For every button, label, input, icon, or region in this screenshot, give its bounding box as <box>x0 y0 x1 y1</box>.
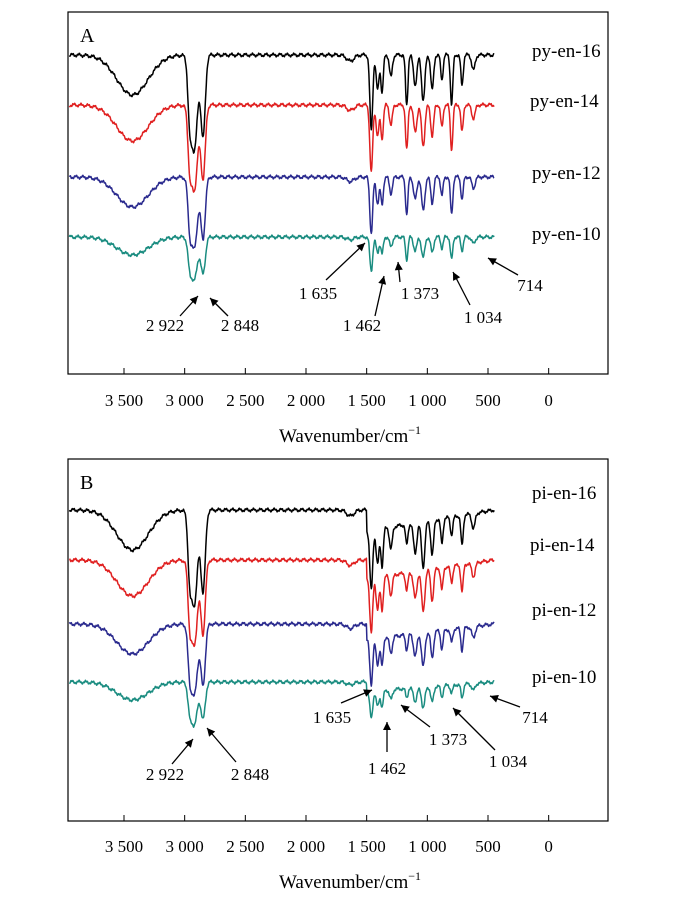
x-tick-label: 3 500 <box>105 837 143 856</box>
x-tick-label: 3 000 <box>166 837 204 856</box>
annotation-arrow <box>452 707 496 751</box>
annotation-label: 1 635 <box>299 284 337 303</box>
annotation-label: 1 034 <box>464 308 503 327</box>
panel-A: A 3 500 3 000 2 500 2 000 1 500 1 000 500 0 Waven… <box>67 11 609 447</box>
series-label: pi-en-16 <box>532 483 596 504</box>
x-tick-label: 0 <box>544 837 553 856</box>
x-tick-label: 1 000 <box>408 837 446 856</box>
series-label: py-en-14 <box>530 91 599 112</box>
panel-letter: A <box>80 25 95 47</box>
series-line-pi-en-12 <box>68 621 495 697</box>
x-tick-label: 2 500 <box>226 837 264 856</box>
x-tick-label: 3 500 <box>105 391 143 410</box>
annotation-arrowhead <box>401 705 410 713</box>
x-tick-label: 0 <box>544 391 553 410</box>
annotation-arrowhead <box>383 722 391 730</box>
annotation-label: 2 922 <box>146 765 184 784</box>
series-line-py-en-16 <box>68 52 495 154</box>
x-tick-label: 2 000 <box>287 837 325 856</box>
x-tick-label: 2 000 <box>287 391 325 410</box>
x-tick-label: 1 500 <box>348 837 386 856</box>
annotation-label: 1 034 <box>489 752 528 771</box>
annotation-label: 1 635 <box>313 708 351 727</box>
series-line-pi-en-16 <box>68 507 495 608</box>
annotation-arrowhead <box>378 276 387 285</box>
annotation-arrowhead <box>207 728 216 737</box>
annotation-label: 2 922 <box>146 316 184 335</box>
series-label: pi-en-12 <box>532 600 596 621</box>
panel-letter: B <box>80 472 93 494</box>
x-tick-label: 2 500 <box>226 391 264 410</box>
series-line-pi-en-14 <box>69 557 495 648</box>
annotation-arrowhead <box>189 296 198 305</box>
x-tick-label: 3 000 <box>166 391 204 410</box>
annotation-label: 2 848 <box>231 765 269 784</box>
series-label: py-en-12 <box>532 163 601 184</box>
x-axis-title: Wavenumber/cm−1 <box>279 869 421 893</box>
series-line-pi-en-10 <box>68 679 495 728</box>
x-axis-title: Wavenumber/cm−1 <box>279 423 421 447</box>
annotation-arrowhead <box>210 298 219 307</box>
plot-frame <box>67 11 609 375</box>
series-label: py-en-16 <box>532 41 601 62</box>
x-tick-label: 1 000 <box>408 391 446 410</box>
plot-frame <box>67 458 609 822</box>
series-line-py-en-12 <box>68 174 495 249</box>
annotation-arrowhead <box>184 739 193 748</box>
annotation-arrow <box>325 242 366 281</box>
panel-B: B 3 500 3 000 2 500 2 000 1 500 1 000 500 0 Waven… <box>67 458 609 893</box>
x-axis-title-superscript: −1 <box>408 423 421 437</box>
annotation-arrowhead <box>453 708 462 717</box>
annotation-label: 1 373 <box>429 730 467 749</box>
x-axis-title-superscript: −1 <box>408 869 421 883</box>
series-label: py-en-10 <box>532 224 601 245</box>
series-line-py-en-10 <box>68 234 495 282</box>
annotation-arrowhead <box>363 689 372 697</box>
annotation-label: 1 462 <box>368 759 406 778</box>
annotation-label: 1 373 <box>401 284 439 303</box>
annotation-arrowhead <box>394 262 403 271</box>
x-tick-label: 1 500 <box>348 391 386 410</box>
series-line-py-en-14 <box>68 102 495 193</box>
annotation-label: 2 848 <box>221 316 259 335</box>
annotation-label: 714 <box>517 276 543 295</box>
annotation-arrowhead <box>488 258 497 266</box>
x-tick-label: 500 <box>475 837 501 856</box>
annotation-arrowhead <box>490 695 499 703</box>
annotation-label: 1 462 <box>343 316 381 335</box>
annotation-arrowhead <box>356 243 365 252</box>
series-label: pi-en-10 <box>532 667 596 688</box>
series-label: pi-en-14 <box>530 535 595 556</box>
x-tick-label: 500 <box>475 391 501 410</box>
annotation-arrowhead <box>453 272 461 281</box>
annotation-label: 714 <box>522 708 548 727</box>
